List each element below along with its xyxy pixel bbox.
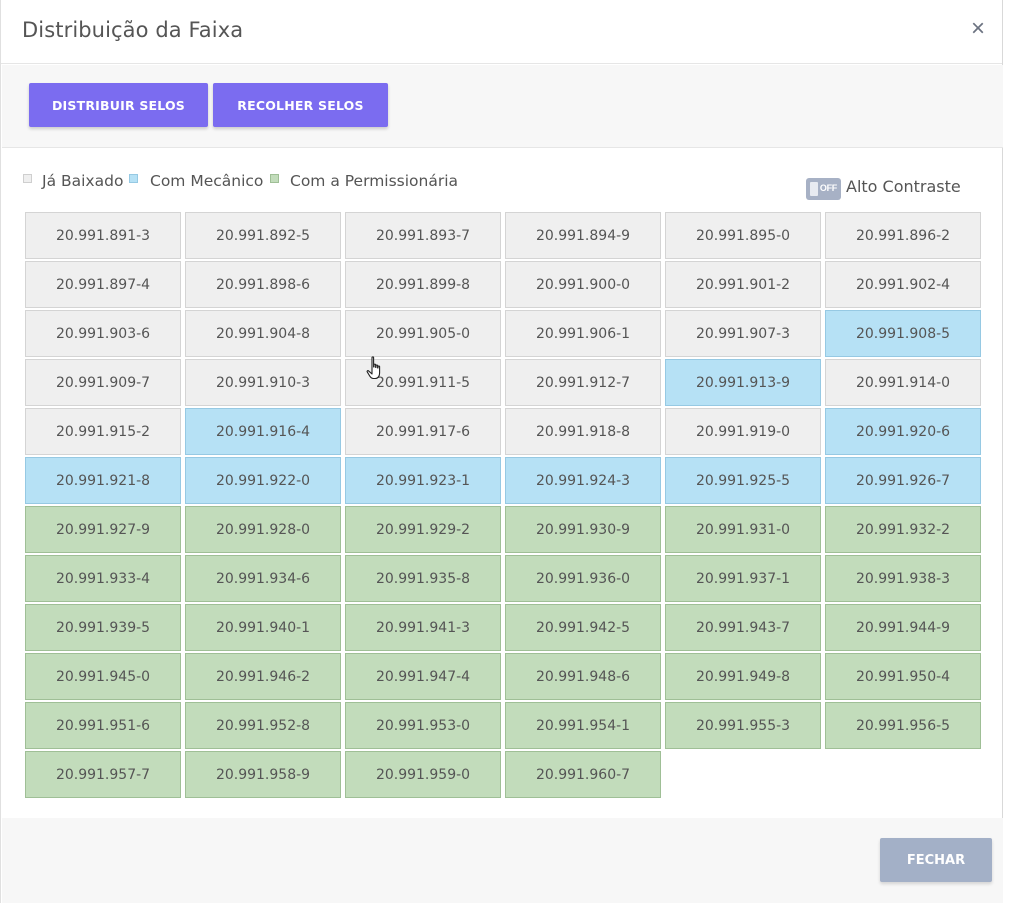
seal-cell[interactable]: 20.991.936-0 xyxy=(505,555,661,602)
alto-contraste-toggle[interactable]: OFF xyxy=(806,178,841,200)
legend-label: Com Mecânico xyxy=(150,172,264,190)
seal-cell[interactable]: 20.991.922-0 xyxy=(185,457,341,504)
seal-cell[interactable]: 20.991.908-5 xyxy=(825,310,981,357)
seal-cell[interactable]: 20.991.909-7 xyxy=(25,359,181,406)
seal-cell[interactable]: 20.991.932-2 xyxy=(825,506,981,553)
seal-cell[interactable]: 20.991.928-0 xyxy=(185,506,341,553)
seal-cell[interactable]: 20.991.939-5 xyxy=(25,604,181,651)
seal-cell[interactable]: 20.991.930-9 xyxy=(505,506,661,553)
seal-cell[interactable]: 20.991.957-7 xyxy=(25,751,181,798)
seal-cell[interactable]: 20.991.923-1 xyxy=(345,457,501,504)
seal-cell[interactable]: 20.991.905-0 xyxy=(345,310,501,357)
seal-cell[interactable]: 20.991.927-9 xyxy=(25,506,181,553)
legend-swatch-baixado xyxy=(23,174,32,183)
seal-cell[interactable]: 20.991.959-0 xyxy=(345,751,501,798)
seal-cell[interactable]: 20.991.899-8 xyxy=(345,261,501,308)
seal-cell[interactable]: 20.991.950-4 xyxy=(825,653,981,700)
recolher-selos-button[interactable]: RECOLHER SELOS xyxy=(213,83,388,127)
seal-cell[interactable]: 20.991.913-9 xyxy=(665,359,821,406)
seal-cell[interactable]: 20.991.897-4 xyxy=(25,261,181,308)
seal-cell[interactable]: 20.991.903-6 xyxy=(25,310,181,357)
seal-cell[interactable]: 20.991.960-7 xyxy=(505,751,661,798)
seal-cell[interactable]: 20.991.934-6 xyxy=(185,555,341,602)
seal-cell[interactable]: 20.991.894-9 xyxy=(505,212,661,259)
seal-cell[interactable]: 20.991.910-3 xyxy=(185,359,341,406)
seal-cell[interactable]: 20.991.943-7 xyxy=(665,604,821,651)
seal-cell[interactable]: 20.991.953-0 xyxy=(345,702,501,749)
seal-cell[interactable]: 20.991.898-6 xyxy=(185,261,341,308)
seal-cell[interactable]: 20.991.906-1 xyxy=(505,310,661,357)
seal-cell[interactable]: 20.991.924-3 xyxy=(505,457,661,504)
seal-cell[interactable]: 20.991.901-2 xyxy=(665,261,821,308)
seal-cell[interactable]: 20.991.907-3 xyxy=(665,310,821,357)
modal-header: Distribuição da Faixa × xyxy=(1,0,1002,64)
close-icon[interactable]: × xyxy=(970,15,985,42)
fechar-button[interactable]: FECHAR xyxy=(880,838,992,882)
seal-cell[interactable]: 20.991.929-2 xyxy=(345,506,501,553)
seal-cell[interactable]: 20.991.902-4 xyxy=(825,261,981,308)
seal-cell[interactable]: 20.991.945-0 xyxy=(25,653,181,700)
legend-label: Com a Permissionária xyxy=(290,172,459,190)
alto-contraste-label: Alto Contraste xyxy=(846,177,961,196)
seal-cell[interactable]: 20.991.931-0 xyxy=(665,506,821,553)
seal-cell[interactable]: 20.991.942-5 xyxy=(505,604,661,651)
toggle-state-text: OFF xyxy=(819,183,837,193)
seal-cell[interactable]: 20.991.941-3 xyxy=(345,604,501,651)
seal-cell[interactable]: 20.991.951-6 xyxy=(25,702,181,749)
seal-cell[interactable]: 20.991.940-1 xyxy=(185,604,341,651)
seal-cell[interactable]: 20.991.948-6 xyxy=(505,653,661,700)
legend-swatch-mecanico xyxy=(129,174,138,183)
toolbar: DISTRIBUIR SELOS RECOLHER SELOS xyxy=(2,65,1003,148)
seal-cell[interactable]: 20.991.921-8 xyxy=(25,457,181,504)
seal-cell[interactable]: 20.991.949-8 xyxy=(665,653,821,700)
seal-cell[interactable]: 20.991.895-0 xyxy=(665,212,821,259)
seal-cell[interactable]: 20.991.896-2 xyxy=(825,212,981,259)
seal-cell[interactable]: 20.991.915-2 xyxy=(25,408,181,455)
seal-cell[interactable]: 20.991.900-0 xyxy=(505,261,661,308)
seal-cell[interactable]: 20.991.911-5 xyxy=(345,359,501,406)
seal-cell[interactable]: 20.991.916-4 xyxy=(185,408,341,455)
legend-swatch-permissionaria xyxy=(270,174,279,183)
seal-cell[interactable]: 20.991.892-5 xyxy=(185,212,341,259)
seal-cell[interactable]: 20.991.946-2 xyxy=(185,653,341,700)
modal-footer: FECHAR xyxy=(2,818,1003,903)
hand-cursor-icon xyxy=(366,356,381,380)
seal-cell[interactable]: 20.991.952-8 xyxy=(185,702,341,749)
seal-cell[interactable]: 20.991.944-9 xyxy=(825,604,981,651)
seal-cell[interactable]: 20.991.912-7 xyxy=(505,359,661,406)
seal-cell[interactable]: 20.991.919-0 xyxy=(665,408,821,455)
seal-cell[interactable]: 20.991.917-6 xyxy=(345,408,501,455)
seal-cell[interactable]: 20.991.956-5 xyxy=(825,702,981,749)
seal-cell[interactable]: 20.991.904-8 xyxy=(185,310,341,357)
seal-cell[interactable]: 20.991.935-8 xyxy=(345,555,501,602)
seal-cell[interactable]: 20.991.933-4 xyxy=(25,555,181,602)
legend-label: Já Baixado xyxy=(42,172,124,190)
seal-cell[interactable]: 20.991.914-0 xyxy=(825,359,981,406)
seal-cell[interactable]: 20.991.920-6 xyxy=(825,408,981,455)
distribuir-selos-button[interactable]: DISTRIBUIR SELOS xyxy=(29,83,208,127)
seal-cell[interactable]: 20.991.893-7 xyxy=(345,212,501,259)
seal-cell[interactable]: 20.991.926-7 xyxy=(825,457,981,504)
toggle-knob xyxy=(810,182,818,196)
seal-cell[interactable]: 20.991.937-1 xyxy=(665,555,821,602)
modal-title: Distribuição da Faixa xyxy=(22,18,244,42)
seal-cell[interactable]: 20.991.925-5 xyxy=(665,457,821,504)
seal-cell[interactable]: 20.991.954-1 xyxy=(505,702,661,749)
seal-cell[interactable]: 20.991.947-4 xyxy=(345,653,501,700)
seal-cell[interactable]: 20.991.938-3 xyxy=(825,555,981,602)
seal-cell[interactable]: 20.991.955-3 xyxy=(665,702,821,749)
seal-cell[interactable]: 20.991.918-8 xyxy=(505,408,661,455)
seal-cell[interactable]: 20.991.891-3 xyxy=(25,212,181,259)
seal-cell[interactable]: 20.991.958-9 xyxy=(185,751,341,798)
